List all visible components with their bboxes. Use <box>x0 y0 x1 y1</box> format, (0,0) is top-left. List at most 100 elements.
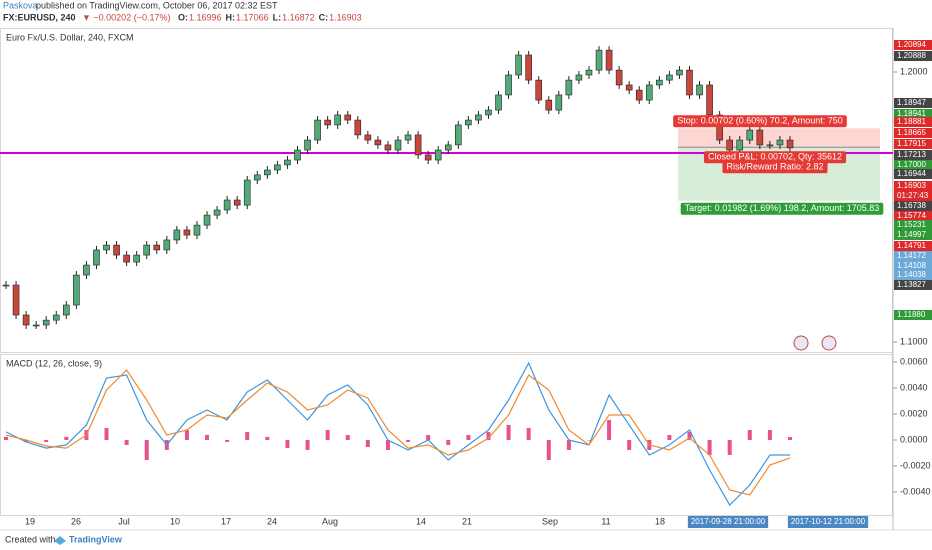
ohlc-label: H: <box>226 12 236 22</box>
candle <box>22 314 30 326</box>
candle <box>656 79 663 86</box>
y-tick-label: 1.1000 <box>900 336 928 346</box>
candle <box>223 199 231 211</box>
ohlc-value: 1.16872 <box>282 12 315 22</box>
histogram-bar <box>4 436 8 441</box>
candle <box>766 144 774 147</box>
publisher[interactable]: Paskova <box>3 0 38 10</box>
ohlc-value: 1.16903 <box>329 12 362 22</box>
published: published on TradingView.com, October 06… <box>36 0 278 10</box>
ohlc-label: O: <box>178 12 188 22</box>
candle <box>12 284 20 316</box>
price-label-bg <box>894 181 932 191</box>
footer-brand[interactable]: TradingView <box>69 534 123 544</box>
candle <box>193 224 201 236</box>
candle <box>444 144 452 151</box>
candle <box>505 74 512 96</box>
candle <box>344 114 352 121</box>
price-label: 1.16738 <box>897 201 926 210</box>
candle <box>525 54 532 81</box>
flag-icon[interactable] <box>793 335 809 351</box>
change: ▼ −0.00202 (−0.17%) <box>82 12 170 22</box>
position-label: Closed P&L: 0.00702, Qty: 35612 <box>708 152 842 162</box>
candle <box>294 149 301 161</box>
price-label: 1.14108 <box>897 261 926 270</box>
candle <box>575 74 583 81</box>
candle <box>233 199 241 206</box>
y-tick-label: 1.2000 <box>900 66 928 76</box>
x-tick-label: 18 <box>655 516 665 526</box>
candle <box>183 229 191 236</box>
candle <box>384 144 392 151</box>
candle <box>243 179 251 206</box>
candle <box>676 69 683 76</box>
price-label-bg <box>894 270 932 280</box>
price-label-bg <box>894 241 932 251</box>
price-label-bg <box>894 230 932 240</box>
position-label: Risk/Reward Ratio: 2.82 <box>726 162 823 172</box>
price-label: 1.11880 <box>897 310 926 319</box>
histogram-bar <box>245 432 250 441</box>
price-label-bg <box>894 211 932 221</box>
candle <box>645 84 653 101</box>
price-label-bg <box>894 261 932 271</box>
price-label: 1.15231 <box>897 220 926 229</box>
histogram-bar <box>225 440 230 442</box>
price-label-bg <box>894 251 932 261</box>
price-label-bg <box>894 109 932 119</box>
histogram-bar <box>767 429 772 441</box>
price-label: 1.20888 <box>897 51 926 60</box>
x-tick-label: 19 <box>25 516 35 526</box>
price-label-bg <box>894 280 932 290</box>
position-label-bg <box>703 151 847 164</box>
candle <box>786 139 794 149</box>
price-label-bg <box>894 201 932 211</box>
macd-line <box>5 369 791 496</box>
histogram-bar <box>325 429 330 441</box>
position-label-bg <box>673 115 847 128</box>
candle <box>545 99 553 111</box>
histogram-bar <box>466 434 471 441</box>
candle <box>133 254 140 263</box>
footer-created: Created with <box>5 534 56 544</box>
price-label-bg <box>894 51 932 61</box>
histogram-bar <box>205 434 210 441</box>
flag-icon[interactable] <box>821 335 837 351</box>
price-label: 1.16903 <box>897 181 926 190</box>
candle <box>595 49 603 71</box>
candle <box>264 169 271 176</box>
x-tick-label: 17 <box>221 516 231 526</box>
candle <box>284 159 291 166</box>
candle <box>153 244 161 251</box>
candle <box>776 139 784 146</box>
candle <box>173 229 181 241</box>
histogram-bar <box>24 440 29 442</box>
candle <box>52 314 60 321</box>
histogram-bar <box>104 428 109 441</box>
histogram-bar <box>727 440 732 455</box>
histogram-bar <box>144 440 149 461</box>
histogram-bar <box>385 440 390 451</box>
price-label-bg <box>894 220 932 230</box>
candle <box>555 94 563 111</box>
histogram-bar <box>265 436 270 441</box>
histogram-bar <box>64 436 69 441</box>
y-tick-label: 0.0000 <box>900 434 928 444</box>
time-range-label: 2017-10-12 21:00:00 <box>791 517 866 526</box>
candle <box>374 139 382 146</box>
x-tick-label: Sep <box>542 516 558 526</box>
histogram-bar <box>667 434 672 441</box>
price-label-bg <box>894 169 932 179</box>
price-label-bg <box>894 128 932 138</box>
price-label: 1.14997 <box>897 230 926 239</box>
ohlc-value: 1.17066 <box>236 12 269 22</box>
histogram-bar <box>747 429 752 441</box>
x-tick-label: 26 <box>71 516 81 526</box>
candle <box>485 109 492 116</box>
candle <box>314 119 321 141</box>
candle <box>716 114 723 141</box>
candle <box>42 319 50 326</box>
histogram-bar <box>687 431 692 441</box>
